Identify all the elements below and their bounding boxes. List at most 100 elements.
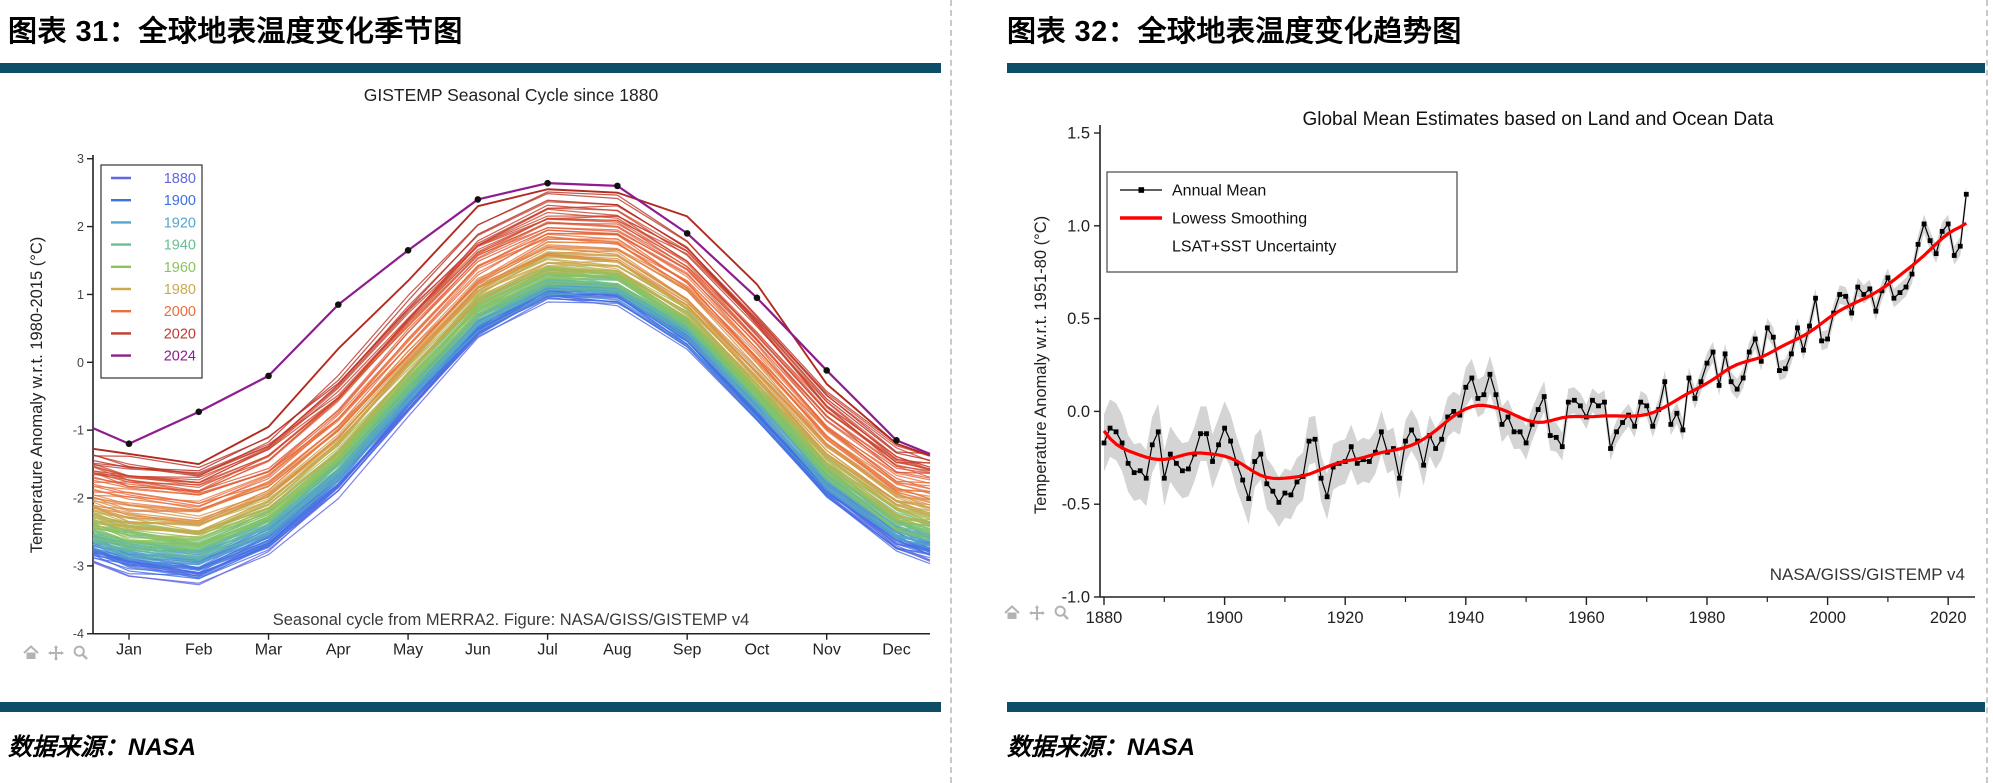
annual-mean-marker <box>1246 496 1252 502</box>
annual-mean-marker <box>1282 490 1288 496</box>
annual-mean-marker <box>1650 423 1656 429</box>
annual-mean-marker <box>1577 403 1583 409</box>
y-tick-label: 0.0 <box>1067 403 1090 421</box>
annual-mean-marker <box>1776 368 1782 373</box>
y-tick-label: -0.5 <box>1062 496 1090 514</box>
annual-mean-marker <box>1927 238 1933 244</box>
annual-mean-marker <box>1149 442 1155 448</box>
seasonal-year-line <box>92 205 930 475</box>
annual-mean-marker <box>1360 457 1366 463</box>
title-underline-bar-left <box>0 63 941 73</box>
seasonal-year-line <box>92 288 931 553</box>
month-marker-dot <box>125 440 133 448</box>
annual-mean-marker <box>1421 462 1426 468</box>
annual-mean-marker <box>1391 446 1396 451</box>
annual-mean-marker <box>1451 409 1457 414</box>
seasonal-year-line <box>92 204 931 474</box>
legend-entry-label: LSAT+SST Uncertainty <box>1172 239 1336 256</box>
legend-entry-label: 1900 <box>164 193 196 209</box>
magnifier-icon[interactable] <box>1053 604 1071 622</box>
chart-toolbar <box>22 644 90 662</box>
pan-icon[interactable] <box>1028 604 1046 622</box>
home-icon[interactable] <box>22 644 40 662</box>
seasonal-year-line <box>92 244 931 513</box>
annual-mean-marker <box>1571 397 1577 403</box>
home-icon[interactable] <box>1003 604 1021 622</box>
annual-mean-marker <box>1843 293 1849 299</box>
y-tick-label: -2 <box>73 492 84 506</box>
annual-mean-marker <box>1143 475 1149 481</box>
annual-mean-marker <box>1933 251 1939 257</box>
annual-mean-marker <box>1445 414 1451 420</box>
x-tick-label: Feb <box>185 642 213 659</box>
annual-mean-marker <box>1457 412 1463 418</box>
seasonal-year-line <box>92 274 931 544</box>
annual-mean-marker <box>1662 379 1668 385</box>
x-tick-label: 2000 <box>1809 609 1846 627</box>
annual-mean-marker <box>1614 429 1619 435</box>
source-overline-bar-right <box>1007 702 1985 712</box>
title-underline-bar-right <box>1007 63 1985 73</box>
annual-mean-marker <box>1378 429 1384 435</box>
seasonal-year-line <box>92 222 931 487</box>
y-tick-label: 2 <box>77 220 84 234</box>
annual-mean-marker <box>1216 442 1221 448</box>
x-tick-label: Sep <box>673 642 702 659</box>
annual-mean-marker <box>1638 399 1644 405</box>
seasonal-cycle-chart: GISTEMP Seasonal Cycle since 1880 Temper… <box>28 85 931 659</box>
annual-mean-marker <box>1764 325 1770 331</box>
annual-mean-marker <box>1957 243 1963 249</box>
chart-toolbar <box>1003 604 1071 622</box>
annual-mean-marker <box>1680 427 1686 433</box>
annual-mean-marker <box>1541 394 1547 399</box>
legend-entry-label: Lowess Smoothing <box>1172 211 1307 228</box>
seasonal-year-line <box>92 226 931 496</box>
seasonal-year-line <box>92 232 931 507</box>
y-tick-label: 1.0 <box>1067 217 1090 235</box>
annual-mean-marker <box>1849 310 1855 316</box>
annual-mean-marker <box>1734 386 1740 392</box>
x-tick-label: May <box>393 642 423 659</box>
seasonal-year-line <box>92 238 931 510</box>
annual-mean-marker <box>1807 323 1812 329</box>
y-tick-label: -1.0 <box>1062 589 1090 607</box>
annual-mean-marker <box>1945 221 1951 227</box>
magnifier-icon[interactable] <box>72 644 90 662</box>
pan-icon[interactable] <box>47 644 65 662</box>
column-divider-dashed <box>950 0 952 783</box>
month-marker-dot <box>614 182 621 190</box>
y-tick-label: -4 <box>73 627 84 641</box>
legend-entry-label: 1980 <box>164 282 196 298</box>
seasonal-year-line-2024 <box>92 182 931 455</box>
annual-mean-marker <box>1758 358 1764 364</box>
annual-mean-marker <box>1107 425 1113 431</box>
annual-mean-marker <box>1523 440 1529 446</box>
x-tick-label: 1980 <box>1689 609 1726 627</box>
data-source-left: 数据来源：NASA <box>8 734 197 761</box>
seasonal-year-line <box>92 199 931 472</box>
annual-mean-marker <box>1553 434 1559 440</box>
month-marker-dot <box>265 372 272 380</box>
legend-entry-label: 1880 <box>164 171 196 187</box>
x-tick-label: 2020 <box>1930 609 1967 627</box>
annual-mean-marker <box>1716 383 1722 388</box>
x-tick-label: Nov <box>812 642 840 659</box>
y-axis-label: Temperature Anomaly w.r.t. 1951-80 (°C) <box>1032 216 1050 514</box>
y-tick-label: 0.5 <box>1067 310 1090 328</box>
y-tick-label: 1 <box>77 288 84 302</box>
annual-mean-marker <box>1535 407 1541 412</box>
x-tick-label: 1880 <box>1086 609 1123 627</box>
annual-mean-marker <box>1318 475 1324 481</box>
x-tick-label: Jul <box>537 642 557 659</box>
month-marker-dot <box>404 247 412 254</box>
annual-mean-marker <box>1505 414 1511 420</box>
annual-mean-marker <box>1330 464 1336 470</box>
annual-mean-marker <box>1722 351 1728 357</box>
y-tick-label: 1.5 <box>1067 125 1090 143</box>
annual-mean-marker <box>1801 347 1806 353</box>
annual-mean-marker <box>1463 384 1469 390</box>
chart-title: Global Mean Estimates based on Land and … <box>1302 109 1774 130</box>
x-tick-label: 1940 <box>1447 609 1484 627</box>
annual-mean-marker <box>1951 253 1957 258</box>
x-tick-label: Aug <box>603 642 631 659</box>
